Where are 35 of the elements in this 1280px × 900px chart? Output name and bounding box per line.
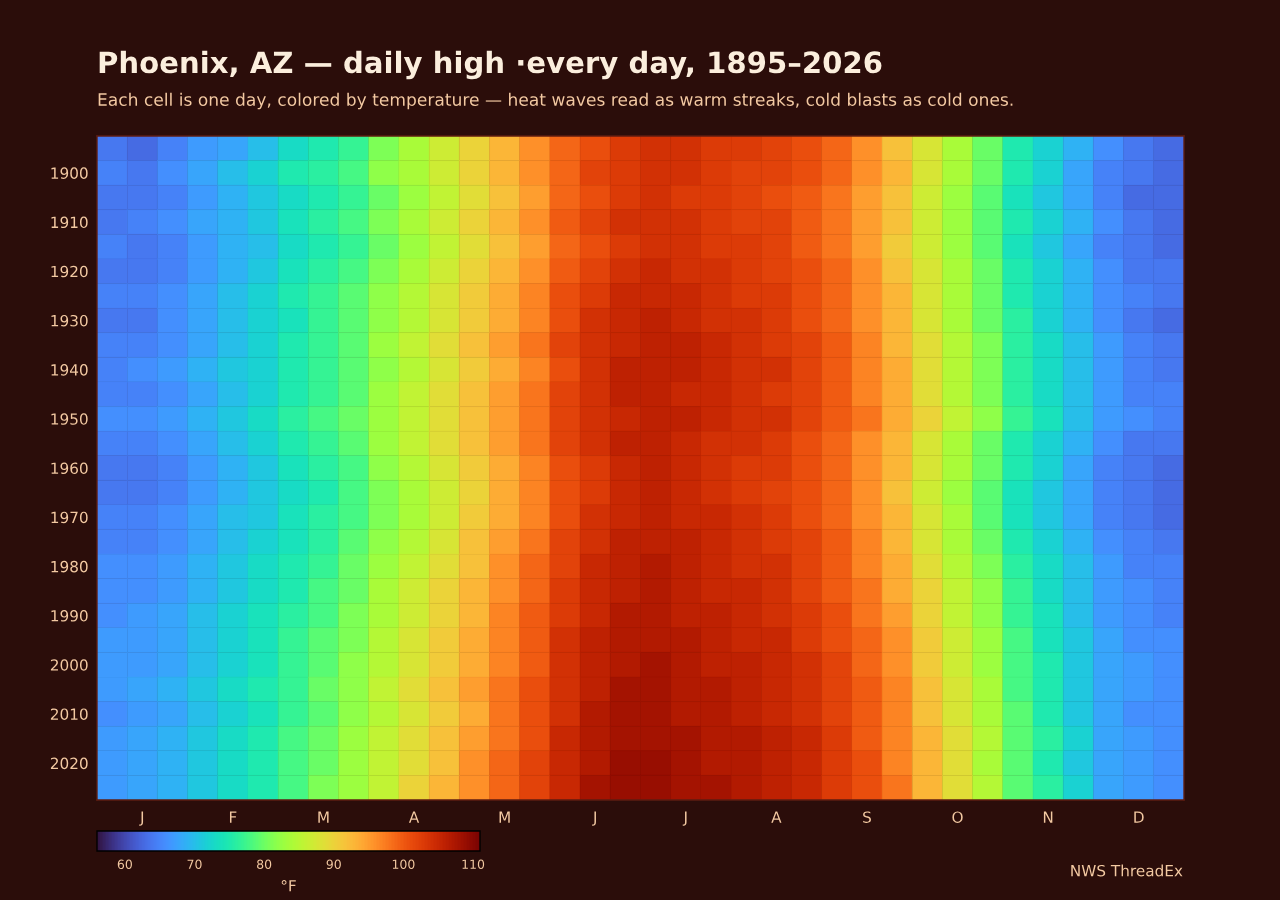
x-tick-label: A <box>408 811 420 823</box>
color-bar-title: °F <box>281 880 296 892</box>
y-tick-label: 2020 <box>50 757 88 770</box>
color-bar-label: 110 <box>462 859 485 870</box>
chart-title: Phoenix, AZ — daily high ·every day, 1895–2026 <box>99 50 882 80</box>
color-bar-label: 70 <box>187 859 202 870</box>
y-tick-label: 2000 <box>50 659 88 671</box>
y-tick-label: 1920 <box>51 265 88 278</box>
x-tick-label: O <box>952 811 963 823</box>
y-tick-label: 1930 <box>51 314 88 327</box>
y-tick-label: 1910 <box>51 216 88 229</box>
text: NWS ThreadEx <box>1071 864 1183 877</box>
x-tick-label: F <box>229 811 237 823</box>
x-tick-label: A <box>771 811 782 823</box>
y-tick-label: 1970 <box>51 511 88 524</box>
y-tick-label: 1980 <box>51 560 88 573</box>
x-tick-label: D <box>1134 811 1144 823</box>
x-tick-label: M <box>499 811 510 823</box>
y-tick-label: 1950 <box>51 413 88 425</box>
x-tick-label: M <box>318 811 329 823</box>
x-tick-label: J <box>592 811 596 826</box>
x-tick-label: N <box>1043 811 1053 823</box>
chart-subtitle: Each cell is one day, colored by temperature — heat waves read as warm streaks, cold blasts as cold ones. <box>98 92 1013 110</box>
color-bar-label: 80 <box>257 859 272 870</box>
y-tick-label: 1960 <box>51 462 88 475</box>
y-tick-label: 2010 <box>50 708 88 720</box>
color-bar-label: 100 <box>392 859 415 870</box>
y-tick-label: 1940 <box>51 364 88 376</box>
color-bar-label: 60 <box>117 859 132 870</box>
x-tick-label: J <box>139 811 144 826</box>
y-tick-label: 1900 <box>51 167 88 179</box>
x-tick-label: S <box>863 811 871 823</box>
color-bar-label: 90 <box>326 859 341 870</box>
y-tick-label: 1990 <box>51 610 88 622</box>
x-tick-label: J <box>682 811 687 826</box>
